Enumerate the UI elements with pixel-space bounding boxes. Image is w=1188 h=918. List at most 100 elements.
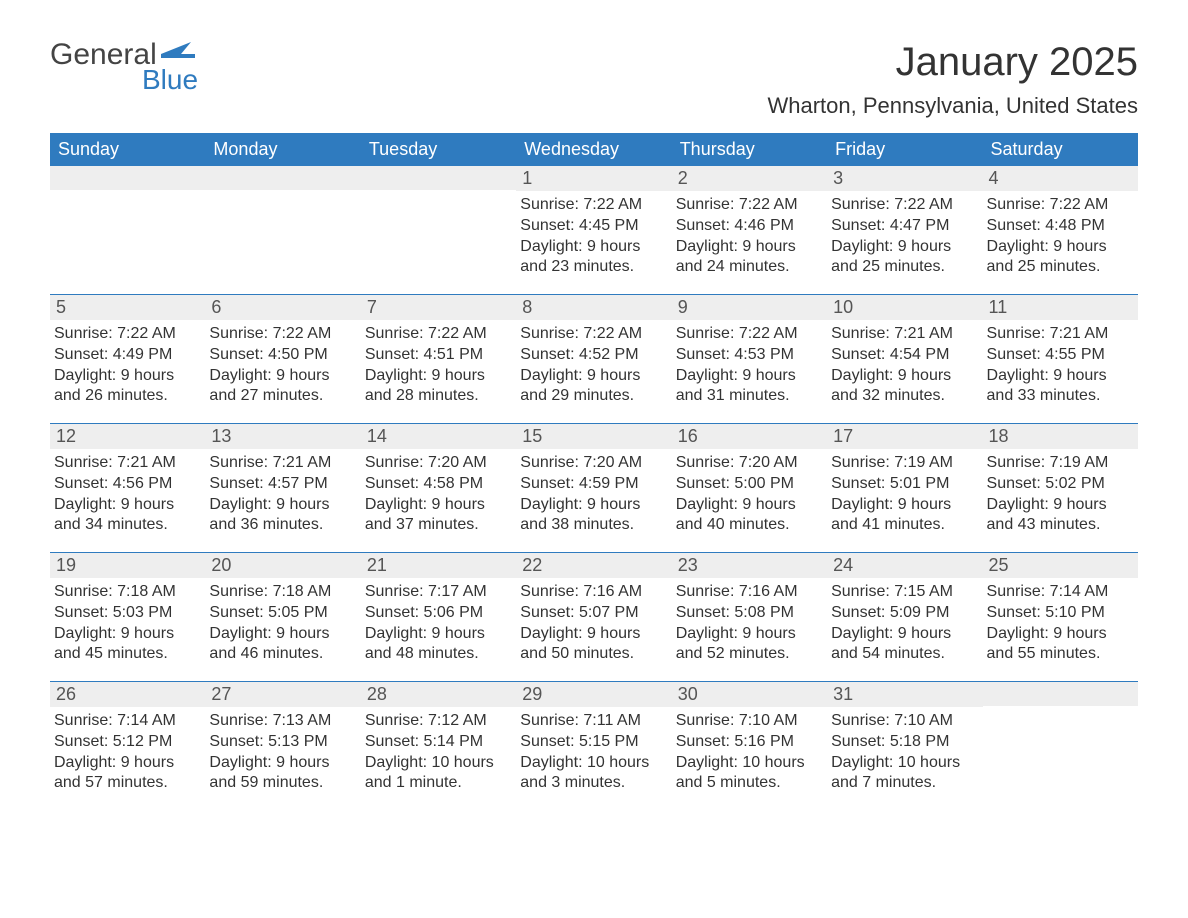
weekday-header-row: Sunday Monday Tuesday Wednesday Thursday… — [50, 133, 1138, 166]
day-sunrise: Sunrise: 7:13 AM — [209, 711, 356, 732]
day-number: 5 — [50, 295, 205, 320]
day-sunset: Sunset: 4:54 PM — [831, 345, 978, 366]
location-label: Wharton, Pennsylvania, United States — [767, 93, 1138, 119]
day-body: Sunrise: 7:20 AMSunset: 4:59 PMDaylight:… — [516, 449, 671, 542]
day-sunset: Sunset: 5:06 PM — [365, 603, 512, 624]
day-day2: and 25 minutes. — [987, 257, 1134, 278]
day-body: Sunrise: 7:22 AMSunset: 4:51 PMDaylight:… — [361, 320, 516, 413]
day-body: Sunrise: 7:18 AMSunset: 5:03 PMDaylight:… — [50, 578, 205, 671]
weekday-header: Sunday — [50, 133, 205, 166]
day-body: Sunrise: 7:13 AMSunset: 5:13 PMDaylight:… — [205, 707, 360, 800]
day-day1: Daylight: 9 hours — [520, 495, 667, 516]
day-body: Sunrise: 7:18 AMSunset: 5:05 PMDaylight:… — [205, 578, 360, 671]
day-body: Sunrise: 7:19 AMSunset: 5:01 PMDaylight:… — [827, 449, 982, 542]
day-day2: and 46 minutes. — [209, 644, 356, 665]
day-day1: Daylight: 9 hours — [209, 495, 356, 516]
day-day1: Daylight: 9 hours — [676, 237, 823, 258]
day-day1: Daylight: 9 hours — [209, 366, 356, 387]
day-body: Sunrise: 7:22 AMSunset: 4:52 PMDaylight:… — [516, 320, 671, 413]
day-body: Sunrise: 7:21 AMSunset: 4:54 PMDaylight:… — [827, 320, 982, 413]
empty-day-number — [205, 166, 360, 190]
day-sunrise: Sunrise: 7:20 AM — [676, 453, 823, 474]
weekday-header: Saturday — [983, 133, 1138, 166]
day-body: Sunrise: 7:20 AMSunset: 4:58 PMDaylight:… — [361, 449, 516, 542]
day-day1: Daylight: 10 hours — [831, 753, 978, 774]
day-body: Sunrise: 7:17 AMSunset: 5:06 PMDaylight:… — [361, 578, 516, 671]
day-sunrise: Sunrise: 7:22 AM — [520, 195, 667, 216]
day-sunset: Sunset: 5:14 PM — [365, 732, 512, 753]
day-number: 4 — [983, 166, 1138, 191]
day-body: Sunrise: 7:21 AMSunset: 4:56 PMDaylight:… — [50, 449, 205, 542]
day-body: Sunrise: 7:19 AMSunset: 5:02 PMDaylight:… — [983, 449, 1138, 542]
month-title: January 2025 — [767, 40, 1138, 85]
day-number: 7 — [361, 295, 516, 320]
day-day1: Daylight: 9 hours — [676, 624, 823, 645]
calendar-day-cell: 22Sunrise: 7:16 AMSunset: 5:07 PMDayligh… — [516, 553, 671, 682]
day-number: 28 — [361, 682, 516, 707]
day-body: Sunrise: 7:22 AMSunset: 4:49 PMDaylight:… — [50, 320, 205, 413]
day-sunset: Sunset: 4:52 PM — [520, 345, 667, 366]
calendar-day-cell: 28Sunrise: 7:12 AMSunset: 5:14 PMDayligh… — [361, 682, 516, 811]
day-number: 19 — [50, 553, 205, 578]
day-day2: and 5 minutes. — [676, 773, 823, 794]
day-number: 14 — [361, 424, 516, 449]
calendar-week-row: 5Sunrise: 7:22 AMSunset: 4:49 PMDaylight… — [50, 295, 1138, 424]
day-sunrise: Sunrise: 7:22 AM — [54, 324, 201, 345]
day-day2: and 29 minutes. — [520, 386, 667, 407]
day-sunrise: Sunrise: 7:10 AM — [676, 711, 823, 732]
day-sunset: Sunset: 4:48 PM — [987, 216, 1134, 237]
day-sunrise: Sunrise: 7:21 AM — [831, 324, 978, 345]
day-number: 27 — [205, 682, 360, 707]
day-day1: Daylight: 9 hours — [209, 753, 356, 774]
day-sunrise: Sunrise: 7:17 AM — [365, 582, 512, 603]
calendar-day-cell — [361, 166, 516, 295]
day-day1: Daylight: 9 hours — [987, 366, 1134, 387]
day-day1: Daylight: 9 hours — [54, 366, 201, 387]
calendar-day-cell: 24Sunrise: 7:15 AMSunset: 5:09 PMDayligh… — [827, 553, 982, 682]
day-day2: and 1 minute. — [365, 773, 512, 794]
day-sunrise: Sunrise: 7:22 AM — [831, 195, 978, 216]
day-day2: and 31 minutes. — [676, 386, 823, 407]
calendar-day-cell: 17Sunrise: 7:19 AMSunset: 5:01 PMDayligh… — [827, 424, 982, 553]
day-sunset: Sunset: 5:10 PM — [987, 603, 1134, 624]
calendar-day-cell: 30Sunrise: 7:10 AMSunset: 5:16 PMDayligh… — [672, 682, 827, 811]
day-number: 3 — [827, 166, 982, 191]
day-sunrise: Sunrise: 7:22 AM — [209, 324, 356, 345]
day-day1: Daylight: 9 hours — [831, 495, 978, 516]
day-day1: Daylight: 9 hours — [676, 495, 823, 516]
day-sunrise: Sunrise: 7:20 AM — [520, 453, 667, 474]
calendar-week-row: 12Sunrise: 7:21 AMSunset: 4:56 PMDayligh… — [50, 424, 1138, 553]
day-day1: Daylight: 10 hours — [520, 753, 667, 774]
day-sunrise: Sunrise: 7:12 AM — [365, 711, 512, 732]
day-number: 12 — [50, 424, 205, 449]
day-body: Sunrise: 7:22 AMSunset: 4:48 PMDaylight:… — [983, 191, 1138, 284]
day-number: 8 — [516, 295, 671, 320]
day-day1: Daylight: 9 hours — [676, 366, 823, 387]
day-sunset: Sunset: 5:07 PM — [520, 603, 667, 624]
day-day2: and 34 minutes. — [54, 515, 201, 536]
day-day1: Daylight: 9 hours — [987, 624, 1134, 645]
day-day1: Daylight: 9 hours — [520, 366, 667, 387]
day-sunrise: Sunrise: 7:14 AM — [987, 582, 1134, 603]
calendar-day-cell: 15Sunrise: 7:20 AMSunset: 4:59 PMDayligh… — [516, 424, 671, 553]
day-number: 25 — [983, 553, 1138, 578]
day-sunrise: Sunrise: 7:22 AM — [365, 324, 512, 345]
weekday-header: Tuesday — [361, 133, 516, 166]
day-day1: Daylight: 9 hours — [54, 753, 201, 774]
day-number: 23 — [672, 553, 827, 578]
day-sunrise: Sunrise: 7:14 AM — [54, 711, 201, 732]
logo-text-general: General — [50, 40, 157, 70]
day-sunrise: Sunrise: 7:19 AM — [987, 453, 1134, 474]
day-sunrise: Sunrise: 7:22 AM — [520, 324, 667, 345]
calendar-day-cell: 16Sunrise: 7:20 AMSunset: 5:00 PMDayligh… — [672, 424, 827, 553]
calendar-day-cell: 8Sunrise: 7:22 AMSunset: 4:52 PMDaylight… — [516, 295, 671, 424]
day-number: 6 — [205, 295, 360, 320]
day-body: Sunrise: 7:12 AMSunset: 5:14 PMDaylight:… — [361, 707, 516, 800]
day-day2: and 24 minutes. — [676, 257, 823, 278]
day-day2: and 52 minutes. — [676, 644, 823, 665]
day-sunrise: Sunrise: 7:10 AM — [831, 711, 978, 732]
day-sunrise: Sunrise: 7:19 AM — [831, 453, 978, 474]
calendar-day-cell: 13Sunrise: 7:21 AMSunset: 4:57 PMDayligh… — [205, 424, 360, 553]
day-day2: and 57 minutes. — [54, 773, 201, 794]
day-day1: Daylight: 9 hours — [365, 624, 512, 645]
